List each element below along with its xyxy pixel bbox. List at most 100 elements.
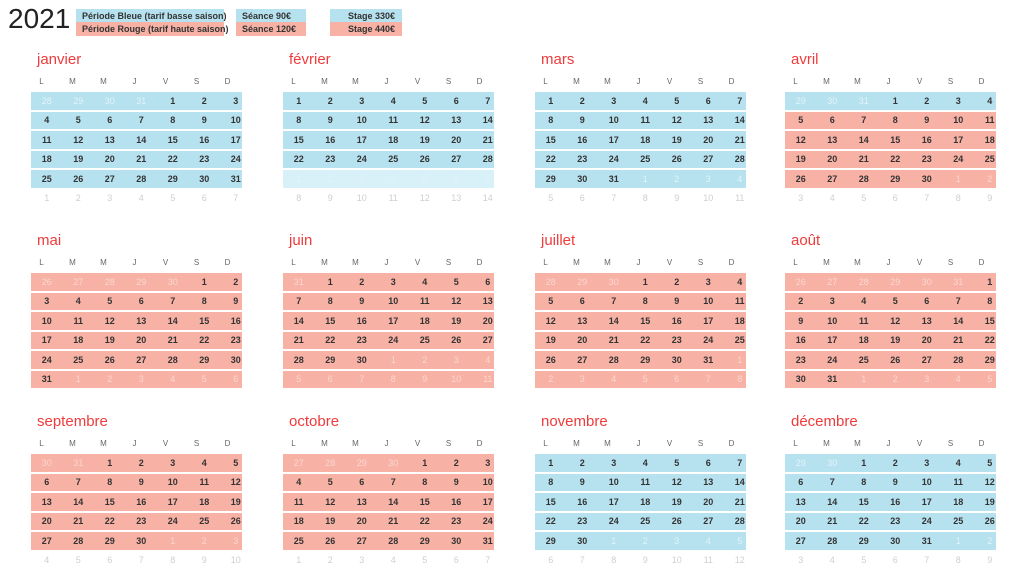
day-cell[interactable]: 11 (483, 374, 493, 385)
day-cell[interactable]: 26 (890, 354, 901, 365)
day-cell[interactable]: 25 (199, 516, 210, 527)
day-cell[interactable]: 22 (104, 516, 115, 527)
day-cell[interactable]: 1 (987, 276, 993, 287)
day-cell[interactable]: 28 (545, 276, 556, 287)
day-cell[interactable]: 6 (674, 374, 680, 385)
day-cell[interactable]: 26 (545, 354, 556, 365)
day-cell[interactable]: 9 (642, 555, 648, 566)
day-cell[interactable]: 1 (75, 374, 81, 385)
day-cell[interactable]: 30 (199, 173, 210, 184)
day-cell[interactable]: 17 (167, 496, 178, 507)
day-cell[interactable]: 4 (829, 555, 835, 566)
day-cell[interactable]: 6 (705, 95, 711, 106)
day-cell[interactable]: 28 (482, 154, 493, 165)
day-cell[interactable]: 10 (230, 115, 241, 126)
day-cell[interactable]: 17 (827, 335, 838, 346)
day-cell[interactable]: 10 (703, 193, 714, 204)
day-cell[interactable]: 11 (199, 477, 209, 488)
day-cell[interactable]: 31 (482, 535, 493, 546)
day-cell[interactable]: 25 (388, 154, 399, 165)
day-cell[interactable]: 28 (953, 354, 964, 365)
day-cell[interactable]: 18 (953, 496, 964, 507)
day-cell[interactable]: 16 (795, 335, 806, 346)
day-cell[interactable]: 6 (201, 193, 207, 204)
day-cell[interactable]: 9 (987, 555, 993, 566)
day-cell[interactable]: 27 (356, 535, 367, 546)
day-cell[interactable]: 16 (230, 315, 241, 326)
day-cell[interactable]: 29 (640, 354, 651, 365)
day-cell[interactable]: 12 (671, 115, 682, 126)
day-cell[interactable]: 10 (230, 555, 241, 566)
day-cell[interactable]: 2 (548, 374, 554, 385)
day-cell[interactable]: 9 (579, 115, 585, 126)
day-cell[interactable]: 25 (640, 154, 651, 165)
day-cell[interactable]: 18 (734, 315, 745, 326)
day-cell[interactable]: 5 (75, 555, 81, 566)
day-cell[interactable]: 16 (451, 496, 462, 507)
day-cell[interactable]: 12 (984, 477, 995, 488)
day-cell[interactable]: 21 (953, 335, 964, 346)
day-cell[interactable]: 13 (703, 115, 714, 126)
day-cell[interactable]: 4 (422, 276, 428, 287)
day-cell[interactable]: 6 (579, 193, 585, 204)
day-cell[interactable]: 10 (608, 477, 619, 488)
day-cell[interactable]: 2 (798, 296, 804, 307)
day-cell[interactable]: 10 (482, 477, 493, 488)
day-cell[interactable]: 30 (921, 276, 932, 287)
day-cell[interactable]: 30 (356, 354, 367, 365)
day-cell[interactable]: 1 (548, 95, 554, 106)
day-cell[interactable]: 25 (984, 154, 995, 165)
day-cell[interactable]: 4 (987, 95, 993, 106)
day-cell[interactable]: 2 (327, 95, 333, 106)
day-cell[interactable]: 22 (199, 335, 210, 346)
day-cell[interactable]: 12 (230, 477, 241, 488)
day-cell[interactable]: 31 (703, 354, 714, 365)
day-cell[interactable]: 1 (611, 535, 617, 546)
day-cell[interactable]: 7 (485, 173, 491, 184)
day-cell[interactable]: 2 (674, 276, 680, 287)
day-cell[interactable]: 5 (296, 374, 302, 385)
day-cell[interactable]: 28 (167, 354, 178, 365)
day-cell[interactable]: 8 (642, 296, 648, 307)
day-cell[interactable]: 10 (356, 193, 367, 204)
day-cell[interactable]: 29 (545, 535, 556, 546)
day-cell[interactable]: 12 (104, 315, 115, 326)
day-cell[interactable]: 6 (233, 374, 239, 385)
day-cell[interactable]: 17 (703, 315, 714, 326)
day-cell[interactable]: 2 (642, 535, 648, 546)
day-cell[interactable]: 1 (642, 173, 648, 184)
day-cell[interactable]: 27 (703, 516, 714, 527)
day-cell[interactable]: 22 (167, 154, 178, 165)
day-cell[interactable]: 26 (419, 154, 430, 165)
day-cell[interactable]: 2 (579, 95, 585, 106)
day-cell[interactable]: 7 (138, 555, 144, 566)
day-cell[interactable]: 8 (611, 555, 617, 566)
day-cell[interactable]: 24 (827, 354, 838, 365)
day-cell[interactable]: 21 (167, 335, 178, 346)
day-cell[interactable]: 13 (451, 115, 462, 126)
day-cell[interactable]: 26 (104, 354, 115, 365)
day-cell[interactable]: 11 (703, 555, 713, 566)
day-cell[interactable]: 12 (73, 134, 84, 145)
day-cell[interactable]: 23 (577, 516, 588, 527)
day-cell[interactable]: 5 (422, 95, 428, 106)
day-cell[interactable]: 7 (485, 555, 491, 566)
day-cell[interactable]: 2 (579, 457, 585, 468)
day-cell[interactable]: 28 (858, 276, 869, 287)
day-cell[interactable]: 23 (795, 354, 806, 365)
day-cell[interactable]: 29 (984, 354, 995, 365)
day-cell[interactable]: 9 (327, 115, 333, 126)
day-cell[interactable]: 29 (545, 173, 556, 184)
day-cell[interactable]: 7 (138, 115, 144, 126)
day-cell[interactable]: 15 (984, 315, 995, 326)
day-cell[interactable]: 22 (293, 154, 304, 165)
day-cell[interactable]: 3 (924, 374, 930, 385)
day-cell[interactable]: 15 (890, 134, 901, 145)
day-cell[interactable]: 16 (921, 134, 932, 145)
day-cell[interactable]: 17 (41, 335, 52, 346)
day-cell[interactable]: 21 (136, 154, 147, 165)
day-cell[interactable]: 6 (327, 374, 333, 385)
day-cell[interactable]: 10 (608, 115, 619, 126)
day-cell[interactable]: 14 (608, 315, 619, 326)
day-cell[interactable]: 4 (390, 95, 396, 106)
